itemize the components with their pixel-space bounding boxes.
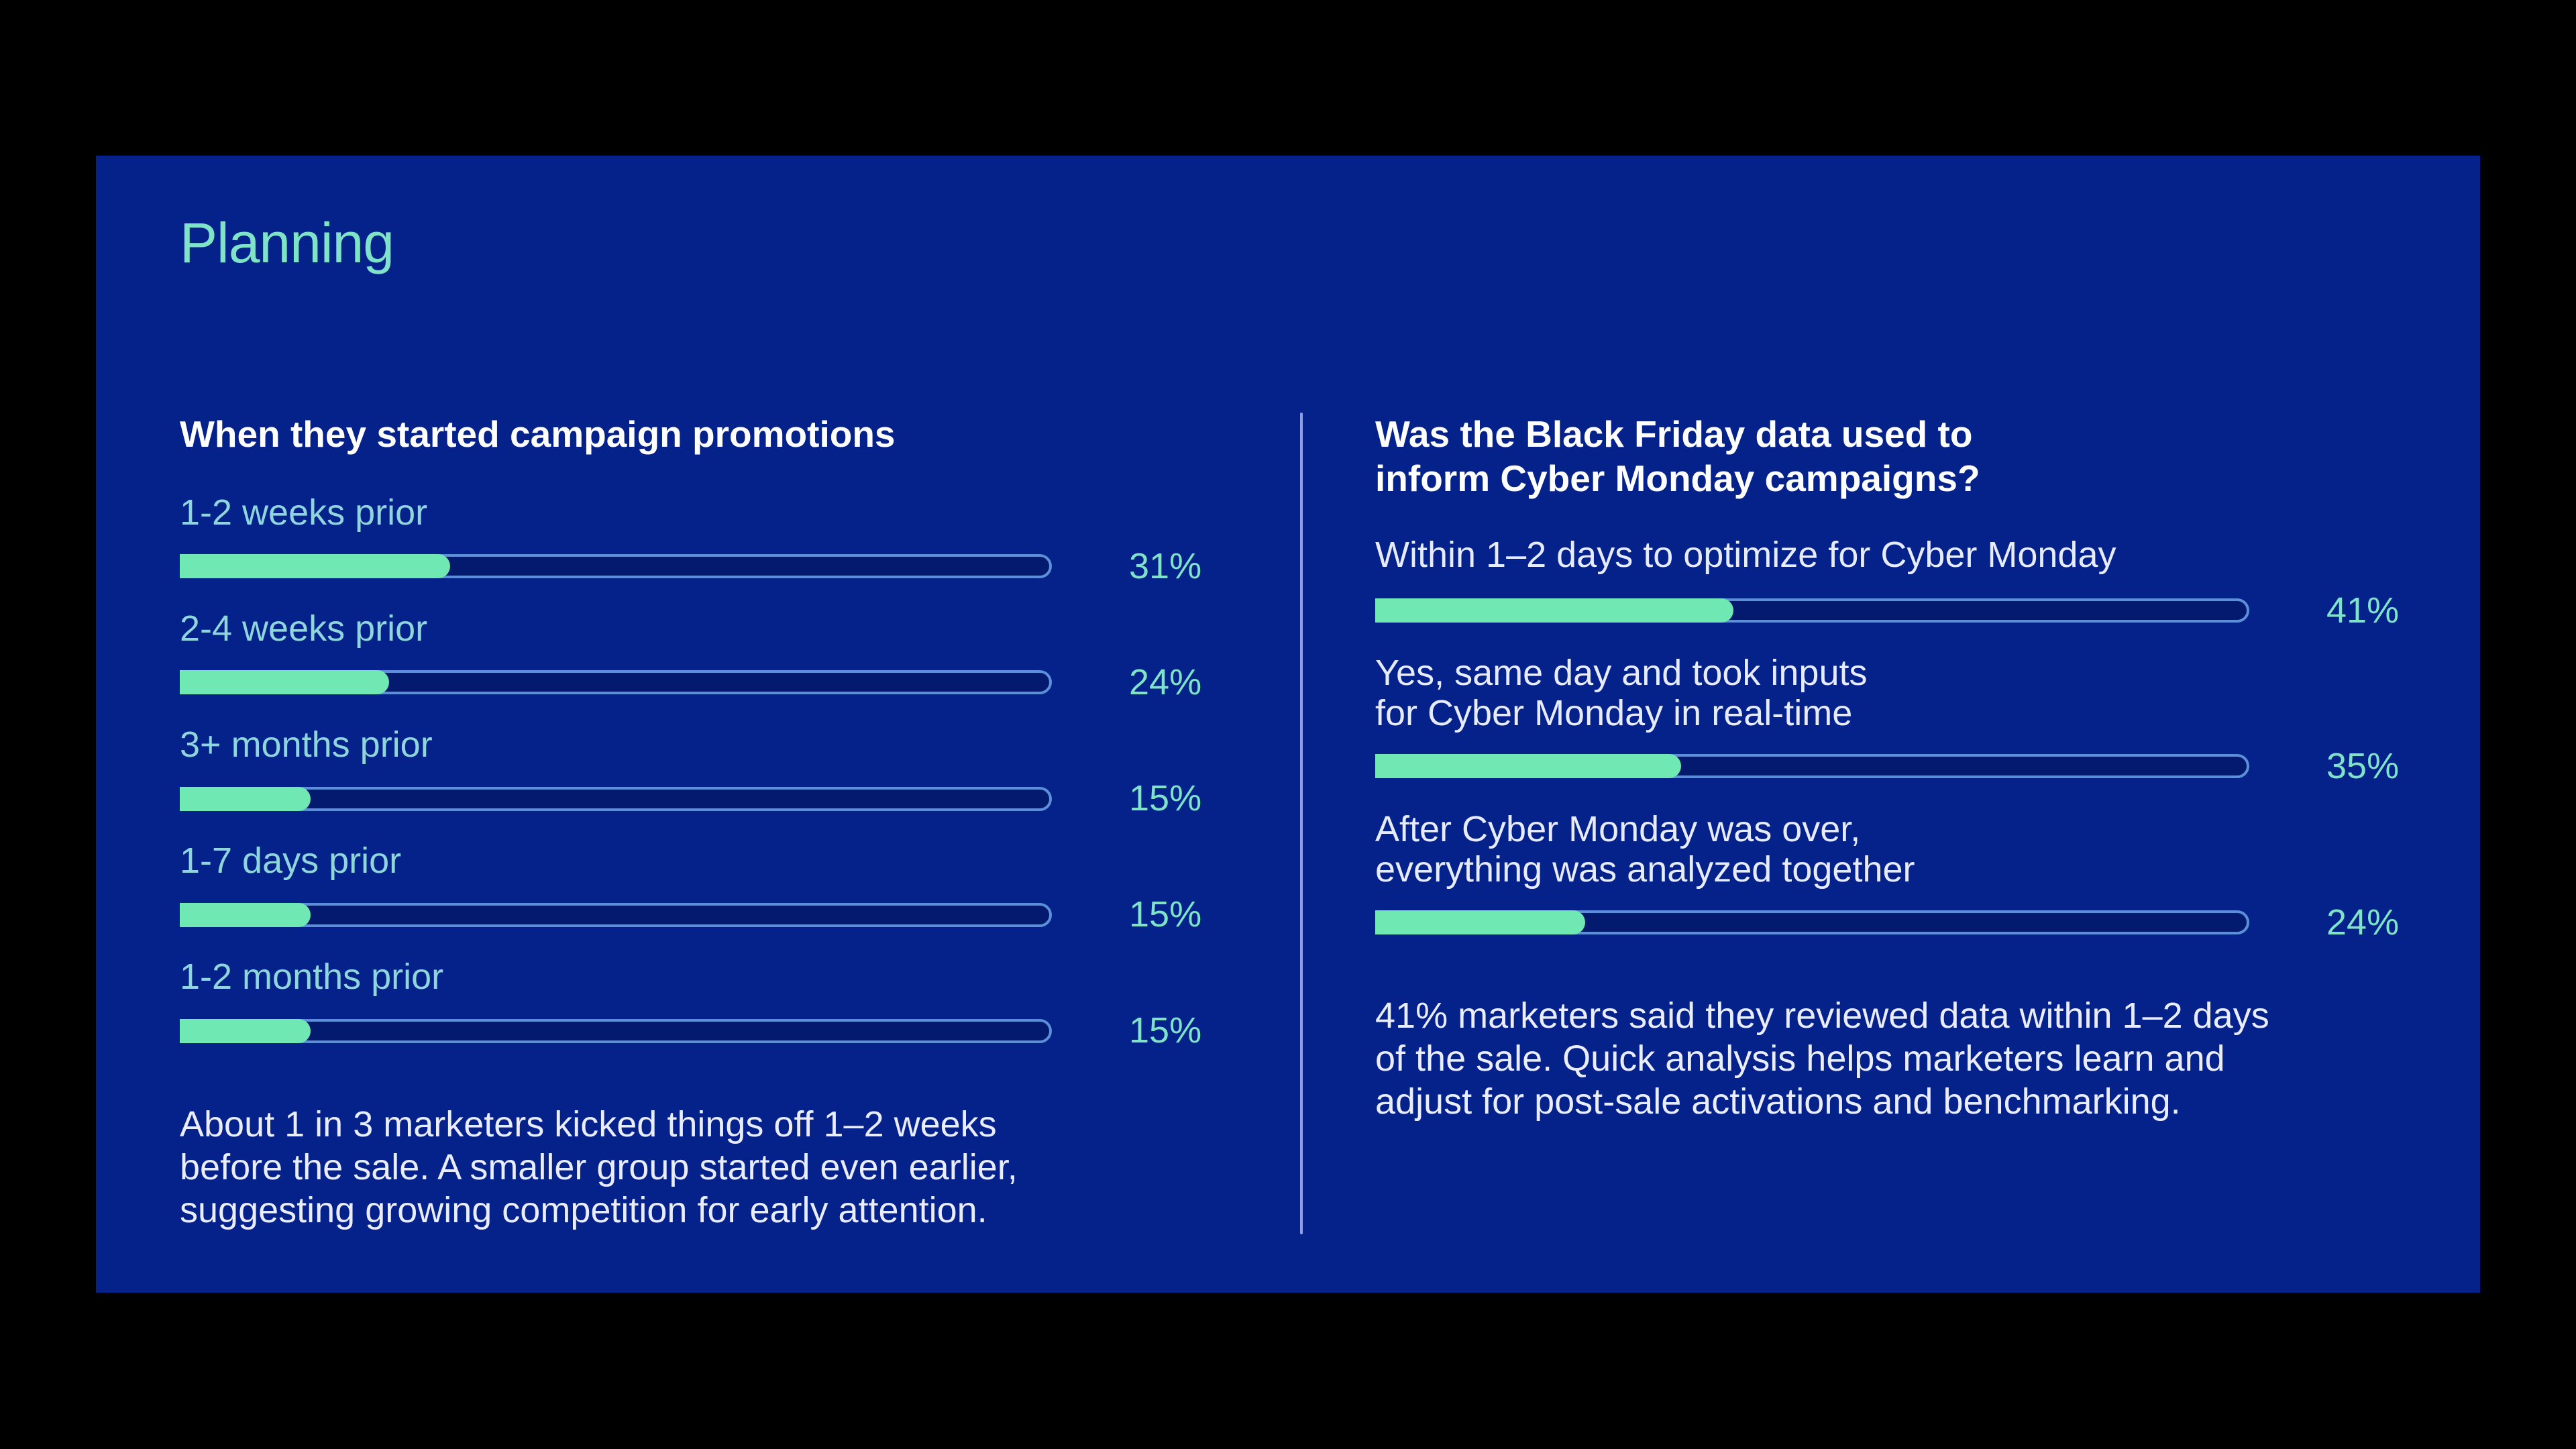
left-bar-track [180,670,1052,694]
right-bar-track [1375,598,2249,623]
left-bar-fill [180,787,311,811]
right-bar-track [1375,910,2249,934]
left-bar-fill [180,1019,311,1043]
right-bar-label: Within 1–2 days to optimize for Cyber Mo… [1375,535,2116,575]
right-bar-percent: 24% [2326,902,2400,943]
right-bar-track [1375,754,2249,778]
left-bar-percent: 15% [1129,778,1202,818]
heading-line: inform Cyber Monday campaigns? [1375,458,1980,499]
left-bar-fill [180,903,311,927]
label-line: After Cyber Monday was over, [1375,809,1861,849]
left-bar-fill [180,670,389,694]
left-bar-label: 1-7 days prior [180,841,402,881]
planning-panel [96,156,2480,1293]
left-bar-percent: 15% [1129,894,1202,934]
left-bar-track [180,787,1052,811]
right-bar-percent: 41% [2326,590,2400,631]
label-line: everything was analyzed together [1375,849,1915,890]
left-bar-track [180,554,1052,578]
paragraph-line: before the sale. A smaller group started… [180,1147,1018,1187]
right-bar-fill [1375,910,1585,934]
heading-line: Was the Black Friday data used to [1375,413,1973,455]
left-summary-paragraph: About 1 in 3 marketers kicked things off… [180,1103,1018,1232]
paragraph-line: of the sale. Quick analysis helps market… [1375,1038,2225,1079]
right-bar-fill [1375,754,1681,778]
paragraph-line: suggesting growing competition for early… [180,1190,987,1230]
label-line: Within 1–2 days to optimize for Cyber Mo… [1375,535,2116,575]
left-bar-fill [180,554,450,578]
right-summary-paragraph: 41% marketers said they reviewed data wi… [1375,994,2269,1123]
left-bar-track [180,1019,1052,1043]
right-chart-heading: Was the Black Friday data used to inform… [1375,412,1980,500]
right-bar-fill [1375,598,1733,623]
label-line: Yes, same day and took inputs [1375,653,1868,693]
label-line: for Cyber Monday in real-time [1375,693,1853,733]
page-title: Planning [180,211,394,274]
left-bar-label: 3+ months prior [180,724,433,765]
paragraph-line: adjust for post-sale activations and ben… [1375,1081,2181,1122]
paragraph-line: 41% marketers said they reviewed data wi… [1375,996,2269,1036]
right-bar-label: Yes, same day and took inputs for Cyber … [1375,653,1867,733]
left-bar-label: 1-2 months prior [180,957,444,997]
right-bar-percent: 35% [2326,746,2400,786]
column-divider [1300,413,1303,1234]
left-bar-label: 1-2 weeks prior [180,492,428,533]
left-chart-heading: When they started campaign promotions [180,413,896,455]
left-bar-percent: 31% [1129,546,1202,586]
left-bar-label: 2-4 weeks prior [180,608,428,649]
left-bar-percent: 24% [1129,662,1202,702]
left-bar-percent: 15% [1129,1010,1202,1051]
paragraph-line: About 1 in 3 marketers kicked things off… [180,1104,997,1144]
left-bar-track [180,903,1052,927]
right-bar-label: After Cyber Monday was over, everything … [1375,809,1915,890]
